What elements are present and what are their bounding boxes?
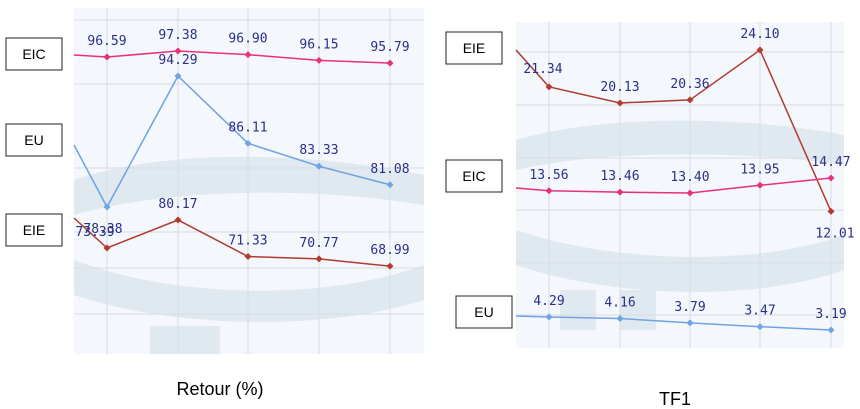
chart-title-tf1: TF1: [659, 389, 691, 409]
data-label-tf1-eu-2: 3.79: [674, 300, 705, 315]
data-label-tf1-eic-3: 13.95: [740, 162, 779, 177]
data-point-tf1-eic-2: [686, 189, 694, 197]
data-label-retour-eic-2: 96.90: [228, 32, 267, 47]
data-label-retour-eic-0: 96.59: [87, 34, 126, 49]
data-label-retour-eu-1: 94.29: [158, 53, 197, 68]
chart-title-retour: Retour (%): [176, 379, 263, 399]
series-box-retour-eic: EIC: [5, 37, 63, 71]
data-label-tf1-eic-2: 13.40: [670, 170, 709, 185]
series-line-retour-eic: [73, 50, 391, 64]
data-point-retour-eic-2: [244, 51, 252, 59]
series-box-frame-tf1-eic: [445, 159, 503, 193]
series-line-tf1-eic: [515, 177, 832, 194]
series-box-frame-tf1-eu: [455, 295, 513, 329]
data-point-tf1-eie-4: [827, 207, 835, 215]
data-label-retour-eic-4: 95.79: [370, 40, 409, 55]
data-point-retour-eu-1: [174, 72, 182, 80]
series-name-boxes: EIC EU EIE EIE EIC EU: [5, 31, 513, 329]
series-box-tf1-eic: EIC: [445, 159, 503, 193]
series-box-frame-retour-eic: [5, 37, 63, 71]
data-label-tf1-eie-1: 20.13: [600, 80, 639, 95]
chart-retour: 96.59 97.38 96.90 96.15 95.79 78.38 94.29 86.11…: [73, 8, 424, 399]
data-label-retour-eu-0: 78.38: [83, 222, 122, 237]
grid-retour: [74, 8, 424, 354]
data-label-tf1-eu-3: 3.47: [744, 304, 775, 319]
series-line-tf1-eie: [515, 48, 832, 212]
data-point-retour-eie-0: [103, 244, 111, 252]
data-point-tf1-eic-4: [827, 174, 835, 182]
data-point-tf1-eic-1: [616, 188, 624, 196]
data-point-tf1-eie-0: [545, 83, 553, 91]
series-box-label-retour-eie: EIE: [23, 222, 46, 238]
data-point-retour-eu-0: [103, 203, 111, 211]
data-label-tf1-eic-0: 13.56: [529, 168, 568, 183]
data-label-tf1-eu-1: 4.16: [604, 296, 635, 311]
data-point-tf1-eie-1: [616, 99, 624, 107]
data-label-tf1-eu-4: 3.19: [815, 307, 846, 322]
series-box-retour-eu: EU: [5, 123, 63, 157]
data-point-tf1-eie-3: [756, 46, 764, 54]
data-point-retour-eie-1: [174, 216, 182, 224]
data-label-tf1-eie-3: 24.10: [740, 27, 779, 42]
data-point-retour-eu-3: [315, 162, 323, 170]
series-box-frame-tf1-eie: [445, 31, 503, 65]
data-label-retour-eie-2: 71.33: [228, 234, 267, 249]
series-box-label-retour-eic: EIC: [22, 46, 45, 62]
data-point-tf1-eu-4: [827, 326, 835, 334]
series-box-label-tf1-eic: EIC: [462, 168, 485, 184]
data-point-tf1-eic-3: [756, 181, 764, 189]
series-box-label-tf1-eie: EIE: [463, 40, 486, 56]
data-point-tf1-eu-2: [686, 319, 694, 327]
series-box-label-tf1-eu: EU: [474, 304, 493, 320]
data-point-retour-eie-2: [244, 253, 252, 261]
data-label-retour-eu-4: 81.08: [370, 162, 409, 177]
series-group-retour: 96.59 97.38 96.90 96.15 95.79 78.38 94.29 86.11…: [73, 28, 410, 270]
data-label-tf1-eie-0: 21.34: [523, 62, 562, 77]
chart-tf1: 21.34 20.13 20.36 24.10 12.01 13.56 13.46 13.40…: [515, 22, 855, 409]
data-label-retour-eie-1: 80.17: [158, 197, 197, 212]
data-label-tf1-eie-2: 20.36: [670, 77, 709, 92]
series-box-frame-retour-eie: [5, 213, 63, 247]
data-label-tf1-eic-1: 13.46: [600, 169, 639, 184]
data-point-tf1-eu-1: [616, 315, 624, 323]
data-label-retour-eu-2: 86.11: [228, 120, 267, 135]
series-box-label-retour-eu: EU: [24, 132, 43, 148]
data-point-retour-eic-4: [386, 59, 394, 67]
series-line-tf1-eu: [515, 315, 832, 331]
data-point-retour-eu-4: [386, 181, 394, 189]
series-group-tf1: 21.34 20.13 20.36 24.10 12.01 13.56 13.46 13.40…: [515, 27, 855, 334]
data-point-tf1-eie-2: [686, 96, 694, 104]
data-label-retour-eie-3: 70.77: [299, 236, 338, 251]
series-box-tf1-eie: EIE: [445, 31, 503, 65]
series-box-retour-eie: EIE: [5, 213, 63, 247]
data-label-retour-eie-4: 68.99: [370, 243, 409, 258]
series-box-tf1-eu: EU: [455, 295, 513, 329]
data-point-tf1-eic-0: [545, 187, 553, 195]
data-label-retour-eie-0: 73.39: [75, 225, 114, 240]
data-point-tf1-eu-3: [756, 323, 764, 331]
series-box-frame-retour-eu: [5, 123, 63, 157]
data-point-retour-eic-3: [315, 56, 323, 64]
data-point-retour-eie-4: [386, 262, 394, 270]
series-line-retour-eie: [73, 217, 391, 267]
grid-tf1: [516, 22, 844, 348]
data-label-tf1-eic-4: 14.47: [811, 155, 850, 170]
data-label-tf1-eu-0: 4.29: [533, 294, 564, 309]
series-line-retour-eu: [73, 74, 391, 209]
data-label-retour-eu-3: 83.33: [299, 143, 338, 158]
data-label-tf1-eie-4: 12.01: [815, 226, 854, 241]
data-label-retour-eic-3: 96.15: [299, 37, 338, 52]
data-point-retour-eie-3: [315, 255, 323, 263]
data-point-retour-eic-0: [103, 53, 111, 61]
data-point-retour-eic-1: [174, 47, 182, 55]
data-point-retour-eu-2: [244, 139, 252, 147]
data-label-retour-eic-1: 97.38: [158, 28, 197, 43]
data-point-tf1-eu-0: [545, 313, 553, 321]
